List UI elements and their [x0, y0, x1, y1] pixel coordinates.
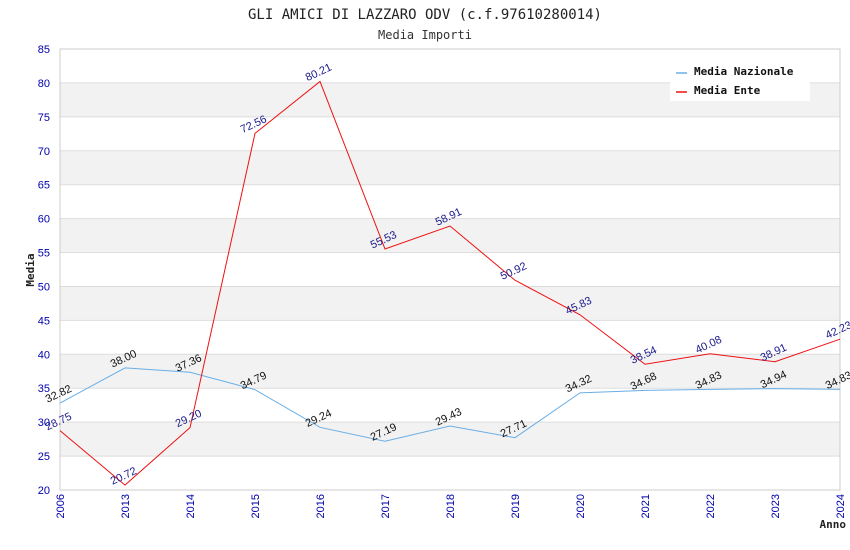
y-tick-label: 55: [38, 248, 50, 260]
x-tick-label: 2024: [835, 494, 847, 518]
grid-band: [60, 286, 840, 321]
data-label: 40.08: [694, 334, 724, 357]
y-tick-label: 30: [38, 417, 50, 429]
grid-band: [60, 150, 840, 185]
legend-box: [670, 60, 810, 101]
x-tick-label: 2013: [120, 494, 132, 518]
chart-subtitle: Media Importi: [378, 28, 472, 42]
grid-band: [60, 354, 840, 389]
x-tick-label: 2023: [770, 494, 782, 518]
x-tick-label: 2006: [55, 494, 67, 518]
y-tick-label: 50: [38, 281, 50, 293]
y-tick-label: 45: [38, 315, 50, 327]
y-tick-label: 60: [38, 214, 50, 226]
y-tick-label: 85: [38, 44, 50, 56]
y-tick-label: 25: [38, 451, 50, 463]
y-tick-label: 75: [38, 112, 50, 124]
chart-title: GLI AMICI DI LAZZARO ODV (c.f.9761028001…: [248, 7, 602, 23]
y-tick-label: 65: [38, 180, 50, 192]
x-tick-label: 2016: [315, 494, 327, 518]
series-lines: [59, 80, 841, 486]
y-tick-label: 20: [38, 485, 50, 497]
data-label: 42.23: [824, 319, 850, 342]
x-tick-label: 2022: [705, 494, 717, 518]
x-tick-label: 2021: [640, 494, 652, 518]
y-axis-label: Media: [24, 253, 37, 286]
x-tick-label: 2018: [445, 494, 457, 518]
legend-label-media-nazionale: Media Nazionale: [694, 65, 794, 78]
x-axis-label: Anno: [820, 518, 847, 531]
x-tick-label: 2020: [575, 494, 587, 518]
x-axis-ticks: 2006 2013 2014 2015 2016 2017 2018 2019 2020 2021…: [55, 494, 847, 518]
x-tick-label: 2017: [380, 494, 392, 518]
y-tick-label: 80: [38, 78, 50, 90]
x-tick-label: 2019: [510, 494, 522, 518]
legend: Media Nazionale Media Ente: [670, 60, 810, 101]
y-tick-label: 40: [38, 349, 50, 361]
y-tick-label: 35: [38, 383, 50, 395]
x-tick-label: 2015: [250, 494, 262, 518]
series-line-media-nazionale: [59, 367, 841, 442]
x-tick-label: 2014: [185, 494, 197, 518]
grid-band: [60, 218, 840, 253]
series-line-media-ente: [59, 80, 841, 486]
data-label: 80.21: [304, 62, 334, 85]
legend-label-media-ente: Media Ente: [694, 84, 761, 97]
y-tick-label: 70: [38, 146, 50, 158]
y-axis-ticks: 20 25 30 35 40 45 50 55 60 65 70 75 80 85: [38, 44, 50, 497]
plot-background-bands: [60, 82, 840, 457]
plot-frame: [59, 48, 841, 491]
